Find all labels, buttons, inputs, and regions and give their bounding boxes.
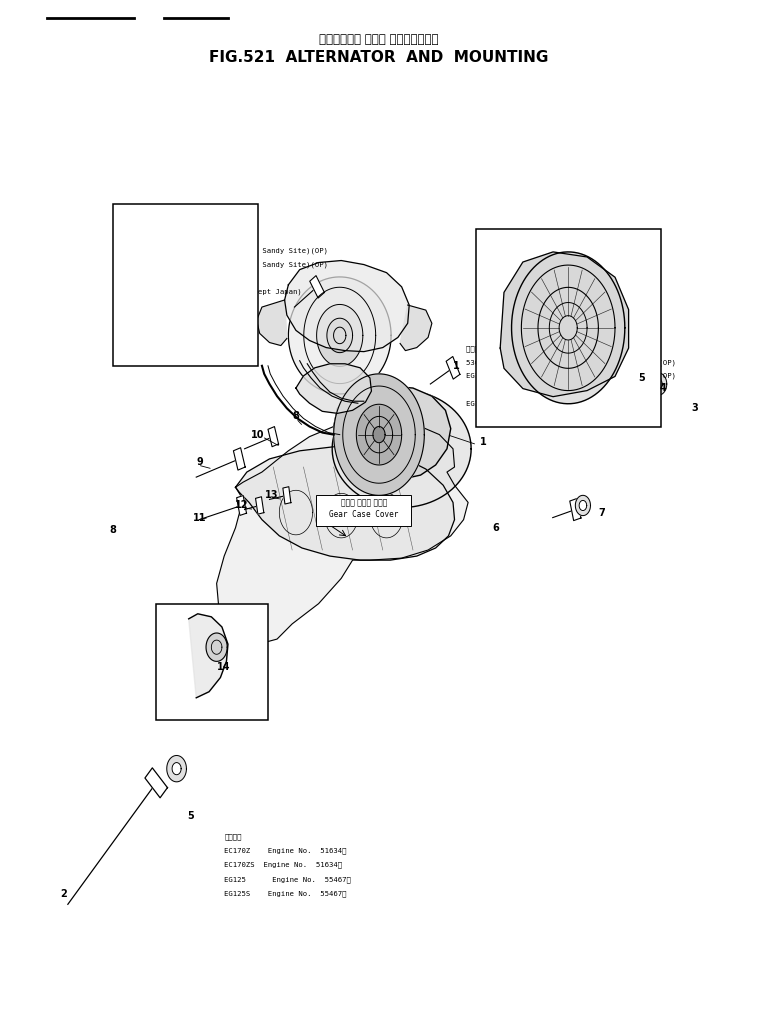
- Bar: [476, 229, 661, 426]
- Text: 530,530S   Engine No. 12746～(For Sandy Site)(OP): 530,530S Engine No. 12746～(For Sandy Sit…: [118, 248, 328, 255]
- Text: ギヤー ケース カバー: ギヤー ケース カバー: [340, 498, 387, 506]
- Text: 13: 13: [265, 490, 278, 500]
- Text: オルタネータ および マウンティング: オルタネータ および マウンティング: [319, 33, 439, 47]
- Polygon shape: [236, 495, 246, 516]
- Polygon shape: [655, 379, 662, 389]
- Polygon shape: [332, 390, 471, 508]
- Text: 8: 8: [293, 411, 299, 421]
- Polygon shape: [189, 614, 228, 697]
- Text: 530,530S   Engine No. 12746～(For Sandy Site)(OP): 530,530S Engine No. 12746～(For Sandy Sit…: [466, 359, 676, 365]
- Text: EG100,100S Engine No. 13431～(For Sandy Site)(OP): EG100,100S Engine No. 13431～(For Sandy S…: [466, 373, 676, 380]
- Polygon shape: [500, 252, 628, 397]
- Polygon shape: [284, 261, 409, 351]
- Polygon shape: [373, 426, 385, 443]
- Polygon shape: [224, 303, 245, 331]
- Polygon shape: [334, 386, 451, 479]
- Text: EG100,100S Engine No. 13431～(For Sandy Site)(OP): EG100,100S Engine No. 13431～(For Sandy S…: [118, 262, 328, 268]
- Text: 適用号機: 適用号機: [224, 833, 242, 840]
- Polygon shape: [575, 495, 590, 516]
- Polygon shape: [233, 448, 245, 470]
- Text: EG125      Engine No. 55467～(Except Japan): EG125 Engine No. 55467～(Except Japan): [118, 289, 302, 295]
- Polygon shape: [538, 287, 598, 368]
- Polygon shape: [296, 363, 371, 413]
- Polygon shape: [570, 498, 581, 521]
- Text: EG125      Engine No.  55467～: EG125 Engine No. 55467～: [224, 876, 351, 883]
- Text: EC170Z    Engine No.  51634～: EC170Z Engine No. 51634～: [224, 848, 346, 855]
- Polygon shape: [145, 768, 168, 798]
- Text: 10: 10: [252, 429, 265, 439]
- Text: 14: 14: [218, 663, 231, 672]
- Polygon shape: [550, 302, 587, 353]
- Text: 適用号機         砂塵仕様: 適用号機 砂塵仕様: [118, 234, 193, 241]
- Polygon shape: [615, 395, 627, 417]
- Text: 海 外 向: 海 外 向: [466, 387, 566, 393]
- Text: EG125      Engine No. 55467～(Except Japan): EG125 Engine No. 55467～(Except Japan): [466, 400, 650, 407]
- Polygon shape: [257, 300, 287, 345]
- Polygon shape: [327, 319, 352, 352]
- Text: 2: 2: [60, 889, 67, 899]
- Polygon shape: [236, 447, 455, 560]
- Text: 4: 4: [659, 383, 666, 393]
- Text: 1: 1: [480, 436, 487, 447]
- Text: 8: 8: [110, 525, 117, 535]
- Text: 5: 5: [638, 373, 645, 383]
- Polygon shape: [631, 383, 648, 405]
- Text: 6: 6: [493, 523, 500, 533]
- Text: EC170ZS  Engine No.  51634～: EC170ZS Engine No. 51634～: [224, 862, 343, 869]
- Polygon shape: [446, 356, 460, 380]
- Text: 3: 3: [691, 403, 698, 413]
- Text: 海 外 向: 海 外 向: [118, 275, 219, 282]
- Text: EG125S    Engine No.  55467～: EG125S Engine No. 55467～: [224, 890, 346, 896]
- Polygon shape: [334, 374, 424, 495]
- Polygon shape: [268, 426, 278, 447]
- Polygon shape: [317, 304, 363, 366]
- Text: Gear Case Cover: Gear Case Cover: [329, 511, 399, 519]
- Text: 11: 11: [193, 513, 206, 523]
- Bar: [113, 204, 258, 365]
- Polygon shape: [400, 306, 432, 350]
- Polygon shape: [255, 496, 264, 515]
- Polygon shape: [310, 276, 324, 298]
- Polygon shape: [172, 762, 181, 774]
- Polygon shape: [288, 277, 391, 394]
- Bar: [316, 495, 411, 526]
- Text: 9: 9: [196, 457, 203, 467]
- Polygon shape: [167, 755, 186, 782]
- Polygon shape: [356, 404, 402, 465]
- Text: 1: 1: [453, 360, 459, 370]
- Text: 12: 12: [235, 500, 249, 511]
- Polygon shape: [217, 420, 468, 645]
- Polygon shape: [579, 500, 587, 511]
- Polygon shape: [283, 486, 291, 504]
- Bar: [156, 604, 268, 720]
- Polygon shape: [650, 373, 667, 395]
- Text: 7: 7: [598, 508, 605, 518]
- Text: FIG.521  ALTERNATOR  AND  MOUNTING: FIG.521 ALTERNATOR AND MOUNTING: [209, 50, 549, 65]
- Polygon shape: [206, 633, 227, 662]
- Polygon shape: [636, 389, 644, 399]
- Text: 5: 5: [186, 811, 193, 821]
- Text: 適用号機         砂塵仕様: 適用号機 砂塵仕様: [466, 345, 540, 352]
- Polygon shape: [512, 252, 625, 404]
